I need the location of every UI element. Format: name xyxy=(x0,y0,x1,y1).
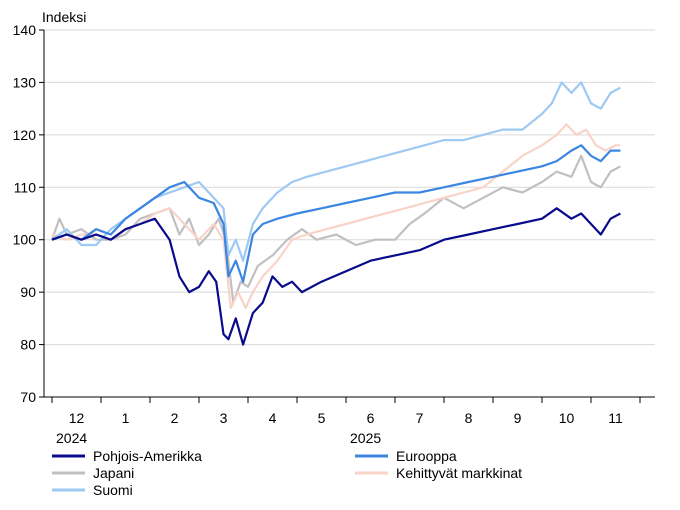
y-tick-label-130: 130 xyxy=(13,74,37,90)
year-label-2025: 2025 xyxy=(350,430,381,446)
x-tick-label-8: 8 xyxy=(465,410,473,426)
legend-label-suomi: Suomi xyxy=(93,482,133,498)
series-line-kehittyv-t-markkinat xyxy=(51,123,621,309)
series-line-japani xyxy=(50,154,621,304)
series-line-pohjois-amerikka xyxy=(51,207,621,346)
year-label-2024: 2024 xyxy=(56,430,87,446)
y-tick-label-100: 100 xyxy=(13,232,37,248)
x-tick-label-2: 2 xyxy=(171,410,179,426)
legend-label-eurooppa: Eurooppa xyxy=(396,448,457,464)
gridlines xyxy=(44,29,655,346)
y-tick-label-90: 90 xyxy=(20,284,36,300)
y-tick-label-70: 70 xyxy=(20,389,36,405)
y-tick-label-140: 140 xyxy=(13,22,37,38)
x-tick-label-4: 4 xyxy=(269,410,277,426)
y-tick-label-120: 120 xyxy=(13,127,37,143)
y-tick-label-80: 80 xyxy=(20,337,36,353)
legend-label-kehittyv-t-markkinat: Kehittyvät markkinat xyxy=(396,465,522,481)
series-line-eurooppa xyxy=(51,144,621,283)
x-tick-label-11: 11 xyxy=(608,410,623,426)
legend-label-pohjois-amerikka: Pohjois-Amerikka xyxy=(93,448,202,464)
x-tick-label-5: 5 xyxy=(318,410,326,426)
x-tick-label-1: 1 xyxy=(122,410,130,426)
x-tick-label-7: 7 xyxy=(416,410,424,426)
y-tick-label-110: 110 xyxy=(14,179,37,195)
x-tick-label-3: 3 xyxy=(220,410,228,426)
y-axis-title: Indeksi xyxy=(42,9,86,25)
legend: Pohjois-Amerikka Eurooppa Japani Kehittyvät… xyxy=(52,448,522,498)
series-lines xyxy=(50,81,621,346)
x-tick-label-12: 12 xyxy=(69,410,85,426)
legend-label-japani: Japani xyxy=(93,465,134,481)
x-tick-label-6: 6 xyxy=(367,410,375,426)
x-tick-label-10: 10 xyxy=(559,410,575,426)
x-tick-label-9: 9 xyxy=(514,410,522,426)
